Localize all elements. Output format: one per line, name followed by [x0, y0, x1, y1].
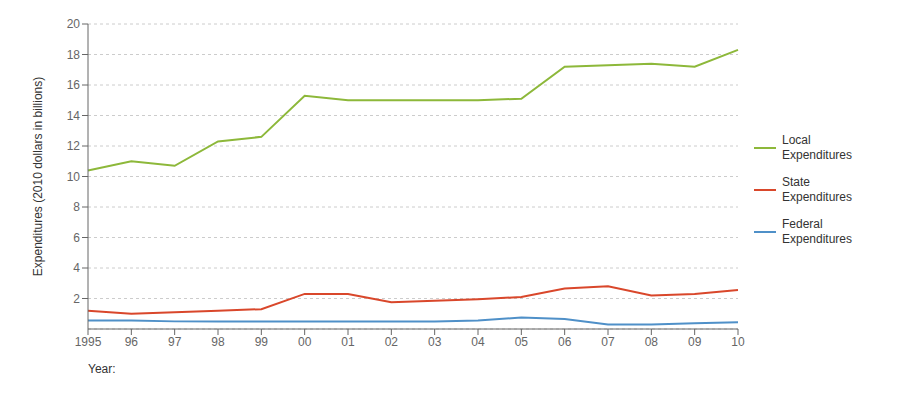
- svg-text:99: 99: [255, 335, 269, 349]
- svg-text:12: 12: [67, 139, 81, 153]
- svg-text:03: 03: [428, 335, 442, 349]
- svg-text:04: 04: [471, 335, 485, 349]
- html-text:Expenditures: Expenditures: [782, 189, 852, 204]
- svg-text:02: 02: [385, 335, 399, 349]
- svg-text:10: 10: [731, 335, 745, 349]
- html-text:Federal: Federal: [782, 216, 823, 231]
- svg-text:10: 10: [67, 170, 81, 184]
- svg-text:96: 96: [125, 335, 139, 349]
- html-text:State: State: [782, 174, 810, 189]
- svg-text:1995: 1995: [75, 335, 102, 349]
- svg-text:8: 8: [73, 200, 80, 214]
- svg-text:Expenditures (2010 dollars in: Expenditures (2010 dollars in billions): [31, 77, 45, 276]
- svg-text:05: 05: [515, 335, 529, 349]
- svg-text:20: 20: [67, 17, 81, 31]
- svg-text:14: 14: [67, 109, 81, 123]
- svg-text:09: 09: [688, 335, 702, 349]
- svg-text:00: 00: [298, 335, 312, 349]
- html-text:Expenditures: Expenditures: [782, 147, 852, 162]
- svg-text:01: 01: [341, 335, 355, 349]
- svg-text:07: 07: [601, 335, 615, 349]
- html-text:Expenditures: Expenditures: [782, 231, 852, 246]
- svg-text:2: 2: [73, 292, 80, 306]
- svg-text:06: 06: [558, 335, 572, 349]
- svg-text:18: 18: [67, 48, 81, 62]
- svg-text:98: 98: [211, 335, 225, 349]
- svg-text:97: 97: [168, 335, 182, 349]
- svg-text:16: 16: [67, 78, 81, 92]
- svg-text:08: 08: [645, 335, 659, 349]
- svg-text:6: 6: [73, 231, 80, 245]
- html-text:Local: Local: [782, 132, 811, 147]
- svg-text:4: 4: [73, 261, 80, 275]
- svg-text:Year:: Year:: [88, 362, 116, 376]
